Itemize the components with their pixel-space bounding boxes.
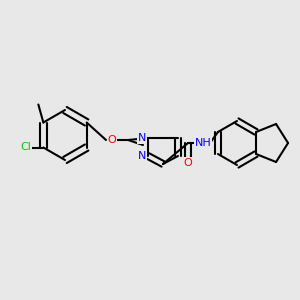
Text: O: O: [184, 158, 192, 168]
Text: N: N: [138, 133, 146, 143]
Text: O: O: [108, 135, 116, 145]
Text: Cl: Cl: [20, 142, 31, 152]
Text: N: N: [138, 151, 146, 161]
Text: NH: NH: [195, 138, 212, 148]
